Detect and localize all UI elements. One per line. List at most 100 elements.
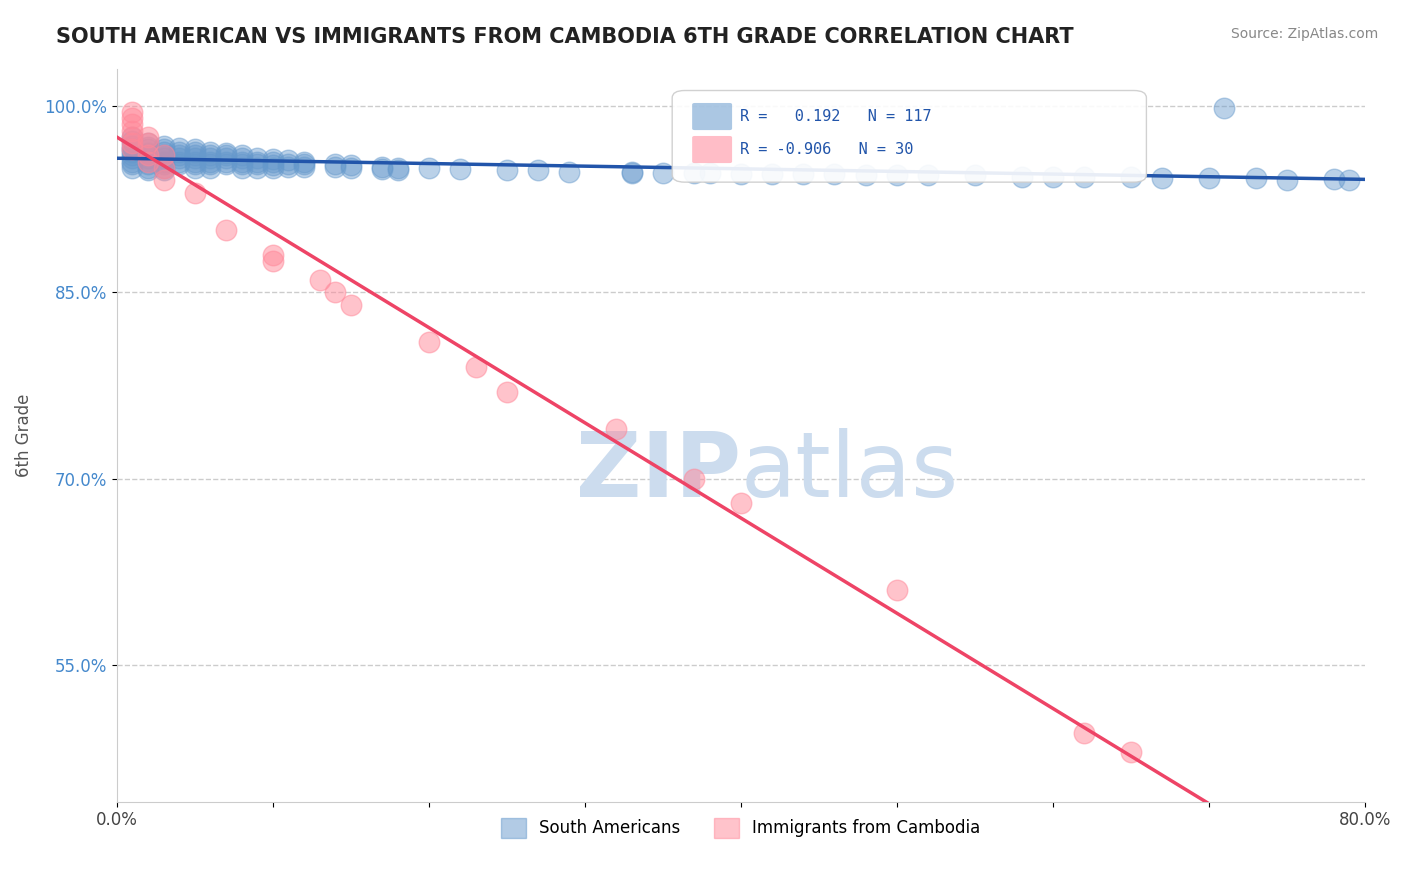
Point [152, 151, 174, 165]
Point [292, 160, 315, 174]
Point [215, 146, 238, 161]
Point [136, 157, 159, 171]
Point [277, 157, 299, 171]
Point [121, 117, 143, 131]
Point [886, 583, 908, 598]
Point [167, 145, 190, 159]
Point [340, 161, 363, 175]
Point [792, 167, 814, 181]
Point [167, 157, 190, 171]
Point [121, 123, 143, 137]
Point [231, 151, 253, 165]
Point [152, 148, 174, 162]
Text: Source: ZipAtlas.com: Source: ZipAtlas.com [1230, 27, 1378, 41]
Point [200, 148, 222, 162]
Point [730, 167, 752, 181]
Point [855, 169, 877, 183]
Point [651, 166, 673, 180]
FancyBboxPatch shape [692, 136, 733, 163]
Point [215, 223, 238, 237]
Point [121, 138, 143, 153]
Point [246, 161, 269, 175]
Point [152, 142, 174, 156]
Point [340, 297, 363, 311]
Text: atlas: atlas [741, 427, 959, 516]
Point [200, 145, 222, 159]
Point [200, 161, 222, 175]
Point [1073, 169, 1095, 184]
Point [1244, 170, 1267, 185]
Point [371, 162, 394, 177]
Legend: South Americans, Immigrants from Cambodia: South Americans, Immigrants from Cambodi… [495, 811, 987, 845]
Point [215, 154, 238, 169]
Point [121, 142, 143, 156]
Point [1339, 173, 1361, 187]
Point [495, 384, 517, 399]
Point [1150, 170, 1173, 185]
Point [308, 273, 330, 287]
Point [136, 148, 159, 162]
Point [184, 142, 207, 156]
Point [246, 154, 269, 169]
Point [699, 166, 721, 180]
Point [215, 157, 238, 171]
Point [761, 167, 783, 181]
Text: SOUTH AMERICAN VS IMMIGRANTS FROM CAMBODIA 6TH GRADE CORRELATION CHART: SOUTH AMERICAN VS IMMIGRANTS FROM CAMBOD… [56, 27, 1074, 46]
Point [277, 160, 299, 174]
Point [823, 167, 845, 181]
Point [136, 154, 159, 169]
Point [121, 142, 143, 156]
Point [605, 422, 627, 436]
Point [963, 169, 986, 183]
Point [1073, 726, 1095, 740]
Point [136, 163, 159, 178]
Point [152, 157, 174, 171]
Text: R =   0.192   N = 117: R = 0.192 N = 117 [740, 109, 931, 124]
Point [418, 161, 440, 175]
Point [323, 160, 346, 174]
Point [152, 148, 174, 162]
Point [184, 154, 207, 169]
Point [121, 151, 143, 165]
Point [121, 157, 143, 171]
Point [152, 173, 174, 187]
Point [292, 154, 315, 169]
Point [167, 154, 190, 169]
Point [184, 157, 207, 171]
Point [121, 145, 143, 159]
Point [917, 169, 939, 183]
Point [277, 153, 299, 168]
Point [262, 158, 284, 172]
Point [121, 161, 143, 175]
Point [136, 146, 159, 161]
Point [449, 162, 471, 177]
Point [262, 161, 284, 175]
Point [683, 471, 706, 485]
Point [136, 142, 159, 156]
Point [418, 334, 440, 349]
Point [121, 105, 143, 120]
Point [292, 157, 315, 171]
Point [371, 160, 394, 174]
Point [1042, 169, 1064, 184]
Point [136, 151, 159, 165]
Point [886, 169, 908, 183]
Point [730, 496, 752, 510]
Point [121, 136, 143, 150]
Point [215, 151, 238, 165]
Point [152, 154, 174, 169]
Text: ZIP: ZIP [575, 427, 741, 516]
Point [215, 148, 238, 162]
Point [121, 112, 143, 126]
Point [200, 154, 222, 169]
Point [558, 164, 581, 178]
FancyBboxPatch shape [692, 103, 733, 130]
Y-axis label: 6th Grade: 6th Grade [15, 393, 32, 476]
Point [184, 145, 207, 159]
Point [136, 140, 159, 154]
Point [121, 129, 143, 144]
Point [121, 134, 143, 148]
Point [184, 148, 207, 162]
Point [262, 254, 284, 268]
Point [121, 148, 143, 162]
